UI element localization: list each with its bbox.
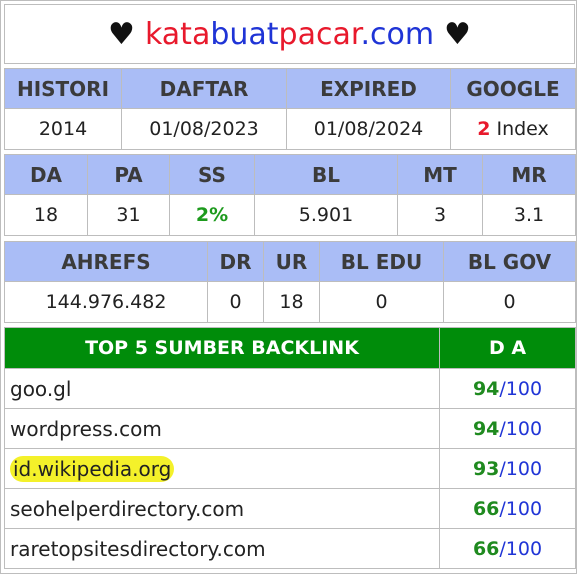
site-label: goo.gl <box>10 376 72 401</box>
table-row: seohelperdirectory.com 66/100 <box>4 488 576 529</box>
value-dr: 0 <box>207 281 264 323</box>
backlink-da: 94/100 <box>439 368 576 409</box>
metrics-table: DA PA SS BL MT MR 18 31 2% 5.901 3 3.1 <box>4 154 576 236</box>
value-da: 18 <box>4 194 88 236</box>
site-title: ♥ katabuatpacar.com ♥ <box>4 4 575 64</box>
header-bl: BL <box>254 154 398 195</box>
google-index-label: Index <box>490 118 549 140</box>
header-top-sources: TOP 5 SUMBER BACKLINK <box>4 327 440 369</box>
domain-part-buat: buat <box>210 16 279 52</box>
history-value-row: 2014 01/08/2023 01/08/2024 2 Index <box>4 108 576 150</box>
da-max: /100 <box>499 537 543 560</box>
value-ur: 18 <box>263 281 320 323</box>
google-index-count: 2 <box>477 118 491 140</box>
header-bl-edu: BL EDU <box>319 241 444 282</box>
backlink-da: 94/100 <box>439 408 576 449</box>
value-daftar: 01/08/2023 <box>121 108 287 150</box>
da-score: 66 <box>472 537 500 560</box>
backlink-site-highlighted[interactable]: id.wikipedia.org <box>4 448 440 489</box>
value-google: 2 Index <box>450 108 576 150</box>
da-max: /100 <box>499 377 543 400</box>
backlink-site[interactable]: seohelperdirectory.com <box>4 488 440 529</box>
header-expired: EXPIRED <box>286 68 451 109</box>
header-daftar: DAFTAR <box>121 68 287 109</box>
backlink-site[interactable]: raretopsitesdirectory.com <box>4 528 440 569</box>
table-row: goo.gl 94/100 <box>4 368 576 409</box>
value-mt: 3 <box>397 194 483 236</box>
header-da: DA <box>4 154 88 195</box>
value-ahrefs: 144.976.482 <box>4 281 208 323</box>
da-max: /100 <box>499 417 543 440</box>
da-max: /100 <box>499 457 543 480</box>
value-expired: 01/08/2024 <box>286 108 451 150</box>
domain-part-kata: kata <box>144 16 211 52</box>
ahrefs-table: AHREFS DR UR BL EDU BL GOV 144.976.482 0… <box>4 241 576 323</box>
value-mr: 3.1 <box>482 194 576 236</box>
history-header-row: HISTORI DAFTAR EXPIRED GOOGLE <box>4 68 576 109</box>
site-label: seohelperdirectory.com <box>10 496 245 521</box>
value-pa: 31 <box>87 194 170 236</box>
backlink-da: 66/100 <box>439 488 576 529</box>
da-score: 66 <box>472 497 500 520</box>
site-label: id.wikipedia.org <box>10 455 175 482</box>
da-score: 93 <box>472 457 500 480</box>
domain-name[interactable]: katabuatpacar.com <box>145 17 434 52</box>
value-bl-edu: 0 <box>319 281 444 323</box>
header-pa: PA <box>87 154 170 195</box>
da-score: 94 <box>472 377 500 400</box>
heart-icon-left: ♥ <box>108 16 135 52</box>
value-ss: 2% <box>169 194 255 236</box>
history-table: HISTORI DAFTAR EXPIRED GOOGLE 2014 01/08… <box>4 68 576 150</box>
header-da-score: D A <box>439 327 576 369</box>
header-ur: UR <box>263 241 320 282</box>
table-row: raretopsitesdirectory.com 66/100 <box>4 528 576 569</box>
backlink-table: TOP 5 SUMBER BACKLINK D A goo.gl 94/100 … <box>4 327 576 569</box>
metrics-header-row: DA PA SS BL MT MR <box>4 154 576 195</box>
header-mr: MR <box>482 154 576 195</box>
backlink-site[interactable]: wordpress.com <box>4 408 440 449</box>
header-ss: SS <box>169 154 255 195</box>
domain-part-pacar: pacar <box>278 16 361 52</box>
site-label: wordpress.com <box>10 416 162 441</box>
da-score: 94 <box>472 417 500 440</box>
header-mt: MT <box>397 154 483 195</box>
header-bl-gov: BL GOV <box>443 241 576 282</box>
header-histori: HISTORI <box>4 68 122 109</box>
table-row: id.wikipedia.org 93/100 <box>4 448 576 489</box>
header-ahrefs: AHREFS <box>4 241 208 282</box>
ahrefs-value-row: 144.976.482 0 18 0 0 <box>4 281 576 323</box>
ahrefs-header-row: AHREFS DR UR BL EDU BL GOV <box>4 241 576 282</box>
header-google: GOOGLE <box>450 68 576 109</box>
backlink-da: 66/100 <box>439 528 576 569</box>
backlink-da: 93/100 <box>439 448 576 489</box>
value-bl-gov: 0 <box>443 281 576 323</box>
value-histori: 2014 <box>4 108 122 150</box>
table-row: wordpress.com 94/100 <box>4 408 576 449</box>
da-max: /100 <box>499 497 543 520</box>
backlink-site[interactable]: goo.gl <box>4 368 440 409</box>
backlink-header-row: TOP 5 SUMBER BACKLINK D A <box>4 327 576 369</box>
site-label: raretopsitesdirectory.com <box>10 536 266 561</box>
header-dr: DR <box>207 241 264 282</box>
value-bl: 5.901 <box>254 194 398 236</box>
domain-part-com: .com <box>360 16 435 52</box>
metrics-value-row: 18 31 2% 5.901 3 3.1 <box>4 194 576 236</box>
heart-icon-right: ♥ <box>444 16 471 52</box>
